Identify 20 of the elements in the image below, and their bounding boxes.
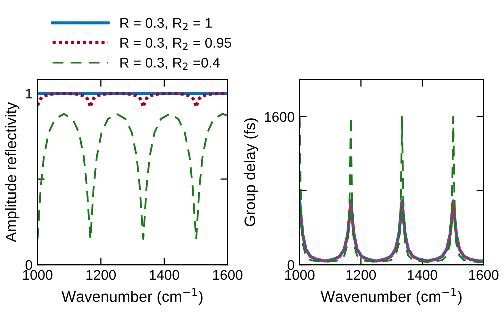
x-tick-label: 1000 xyxy=(285,270,315,280)
y-tick-label: 0 xyxy=(288,260,294,270)
x-tick-label: 1400 xyxy=(150,270,180,280)
y-axis-title: Amplitude reflectivity xyxy=(5,102,20,242)
legend-label: R = 0.3, R$_{2}$ = 0.95 xyxy=(120,38,232,50)
x-tick-label: 1400 xyxy=(408,270,438,280)
legend-label: R = 0.3, R$_{2}$ =0.4 xyxy=(120,58,220,70)
line-series xyxy=(38,113,228,240)
x-axis-title: Wavenumber (cm$^{−1}$) xyxy=(320,288,462,306)
x-tick-label: 1600 xyxy=(469,270,499,280)
y-tick-label: 0 xyxy=(26,260,32,270)
x-tick-label: 1200 xyxy=(346,270,376,280)
line-series xyxy=(300,116,484,264)
x-axis-title: Wavenumber (cm$^{−1}$) xyxy=(62,288,203,306)
x-tick-label: 1200 xyxy=(86,270,116,280)
y-tick-label: 1 xyxy=(26,89,32,99)
y-axis-title: Group delay (fs) xyxy=(244,118,259,226)
x-tick-label: 1000 xyxy=(23,270,53,280)
legend-label: R = 0.3, R$_{2}$ = 1 xyxy=(120,18,212,30)
x-tick-label: 1600 xyxy=(213,270,243,280)
